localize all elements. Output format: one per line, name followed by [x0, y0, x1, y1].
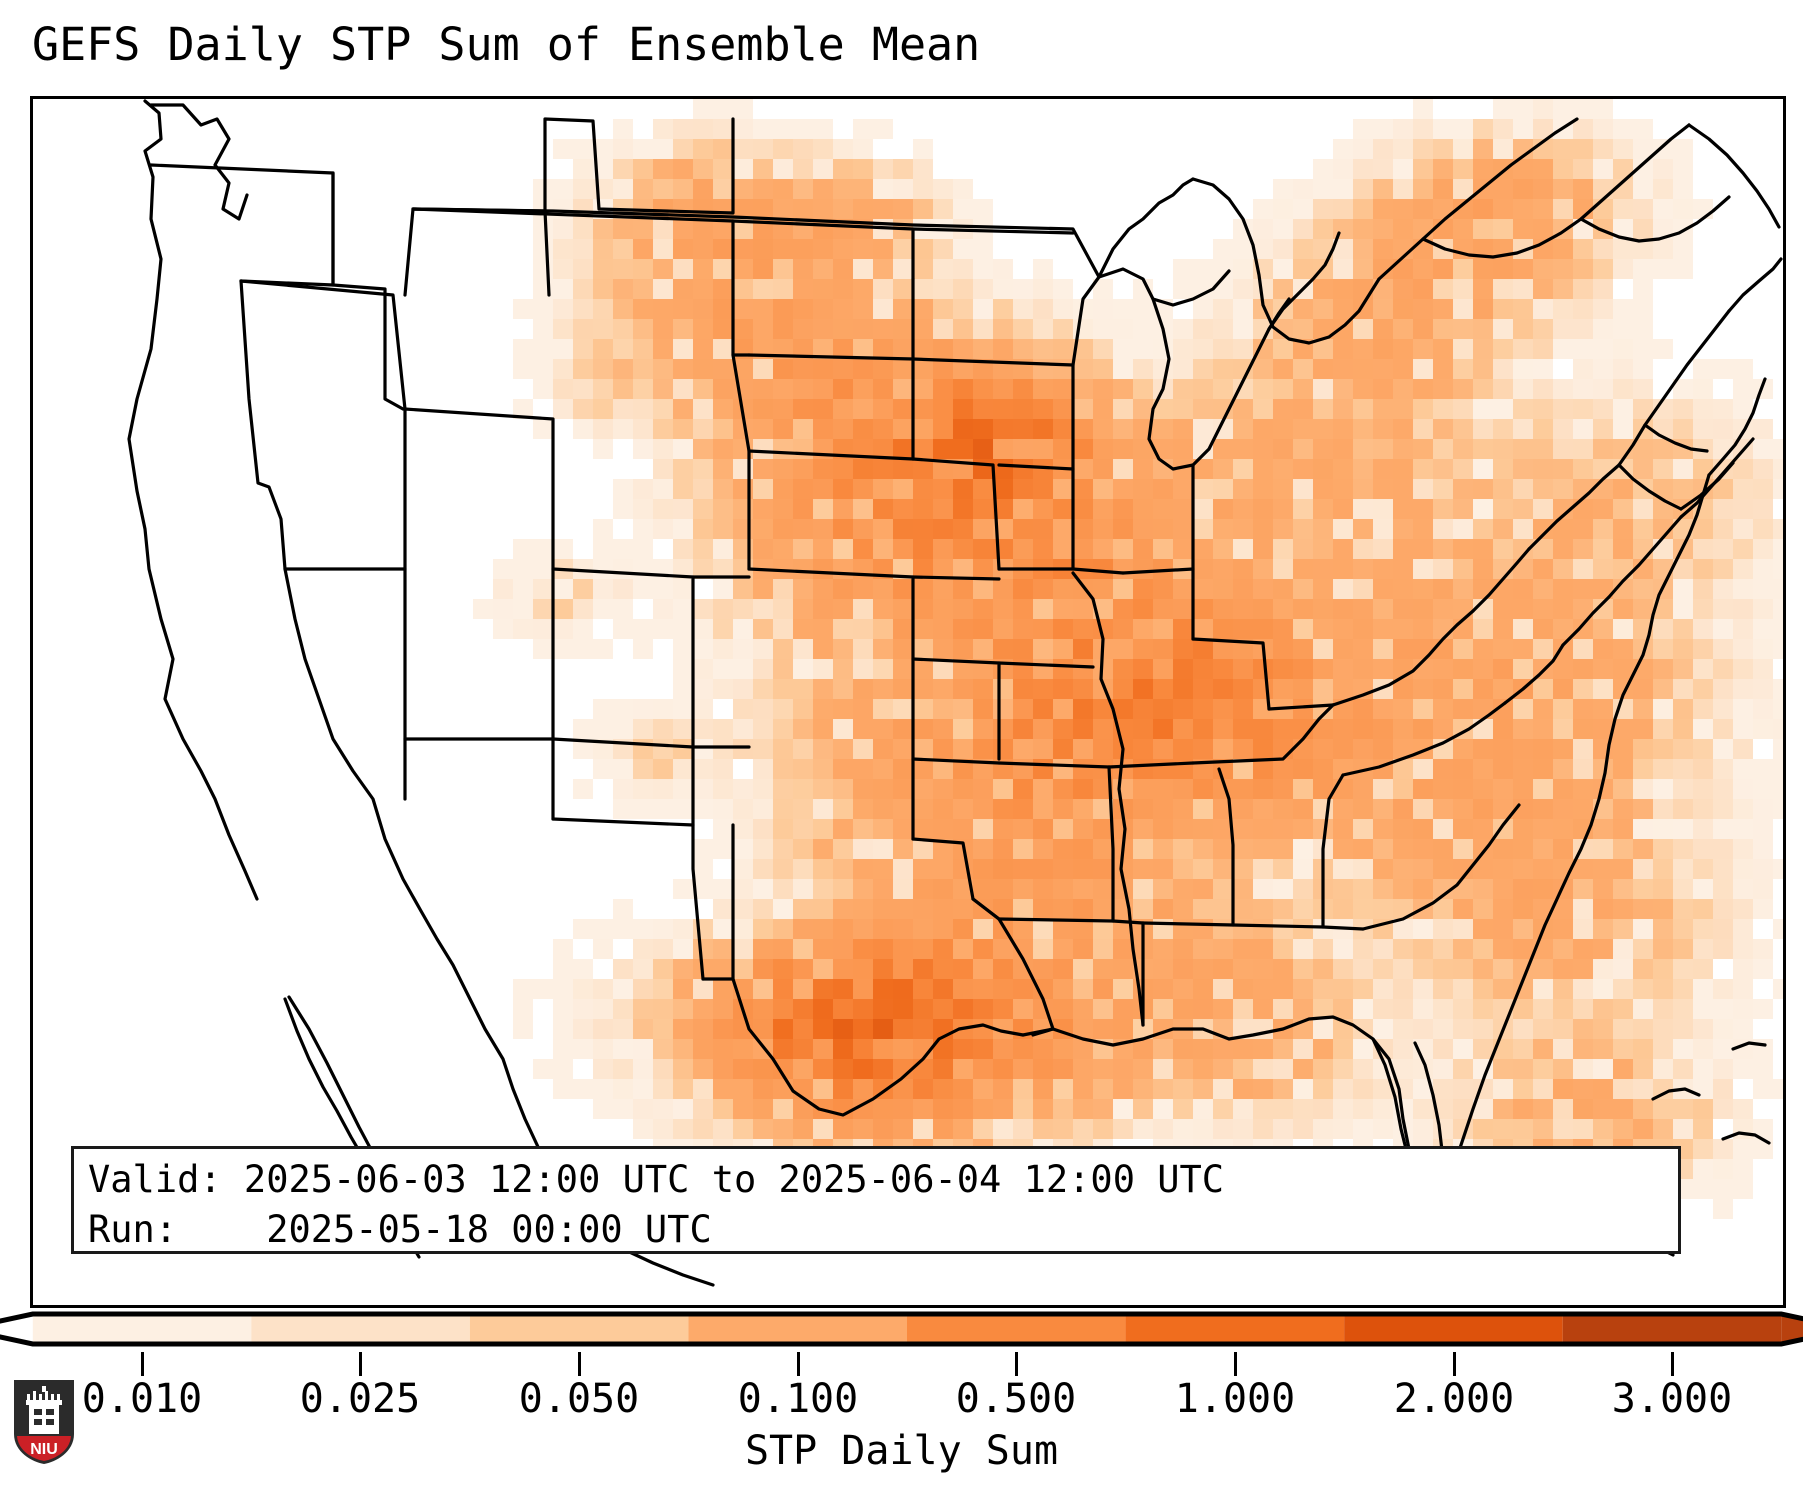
- colorbar-tick: [359, 1352, 362, 1376]
- colorbar-axis-label: STP Daily Sum: [744, 1428, 1059, 1474]
- valid-time-line: Valid: 2025-06-03 12:00 UTC to 2025-06-0…: [88, 1158, 1225, 1201]
- colorbar-extend-high-arrow: [1781, 1314, 1803, 1344]
- colorbar-tick: [1453, 1352, 1456, 1376]
- niu-logo: NIU: [14, 1380, 74, 1464]
- map-clip: [33, 99, 1783, 1305]
- heatmap-canvas: [33, 99, 1783, 1305]
- stp-data-heatmap: [33, 99, 1783, 1305]
- page-title: GEFS Daily STP Sum of Ensemble Mean: [32, 18, 981, 71]
- run-time-line: Run: 2025-05-18 00:00 UTC: [88, 1208, 712, 1251]
- state-boundaries-svg: [127, 99, 1783, 1287]
- forecast-info-box: Valid: 2025-06-03 12:00 UTC to 2025-06-0…: [71, 1146, 1681, 1254]
- colorbar-tick-label: 3.000: [1611, 1376, 1733, 1422]
- colorbar-tick: [578, 1352, 581, 1376]
- colorbar-ticks: [0, 1352, 1803, 1378]
- colorbar-tick-label: 0.500: [955, 1376, 1077, 1422]
- colorbar: [0, 1310, 1803, 1356]
- coastline-and-borders: [127, 99, 1783, 1287]
- colorbar-tick-label: 0.010: [81, 1376, 203, 1422]
- colorbar-tick-label: 1.000: [1174, 1376, 1296, 1422]
- colorbar-tick: [1234, 1352, 1237, 1376]
- colorbar-tick-label: 0.025: [299, 1376, 421, 1422]
- geography-layer: [33, 99, 1783, 1305]
- map-panel: Valid: 2025-06-03 12:00 UTC to 2025-06-0…: [30, 96, 1786, 1308]
- colorbar-outline: [0, 1311, 1803, 1347]
- colorbar-tick: [1671, 1352, 1674, 1376]
- colorbar-tick: [1015, 1352, 1018, 1376]
- colorbar-tick: [797, 1352, 800, 1376]
- niu-logo-text: NIU: [30, 1441, 58, 1458]
- colorbar-tick: [141, 1352, 144, 1376]
- colorbar-tick-label: 2.000: [1393, 1376, 1515, 1422]
- colorbar-svg: [0, 1311, 1803, 1347]
- colorbar-segments: [32, 1314, 1782, 1344]
- colorbar-tick-label: 0.050: [518, 1376, 640, 1422]
- colorbar-tick-labels: 0.010 0.025 0.050 0.100 0.500 1.000 2.000 3.000: [0, 1376, 1803, 1428]
- colorbar-tick-label: 0.100: [737, 1376, 859, 1422]
